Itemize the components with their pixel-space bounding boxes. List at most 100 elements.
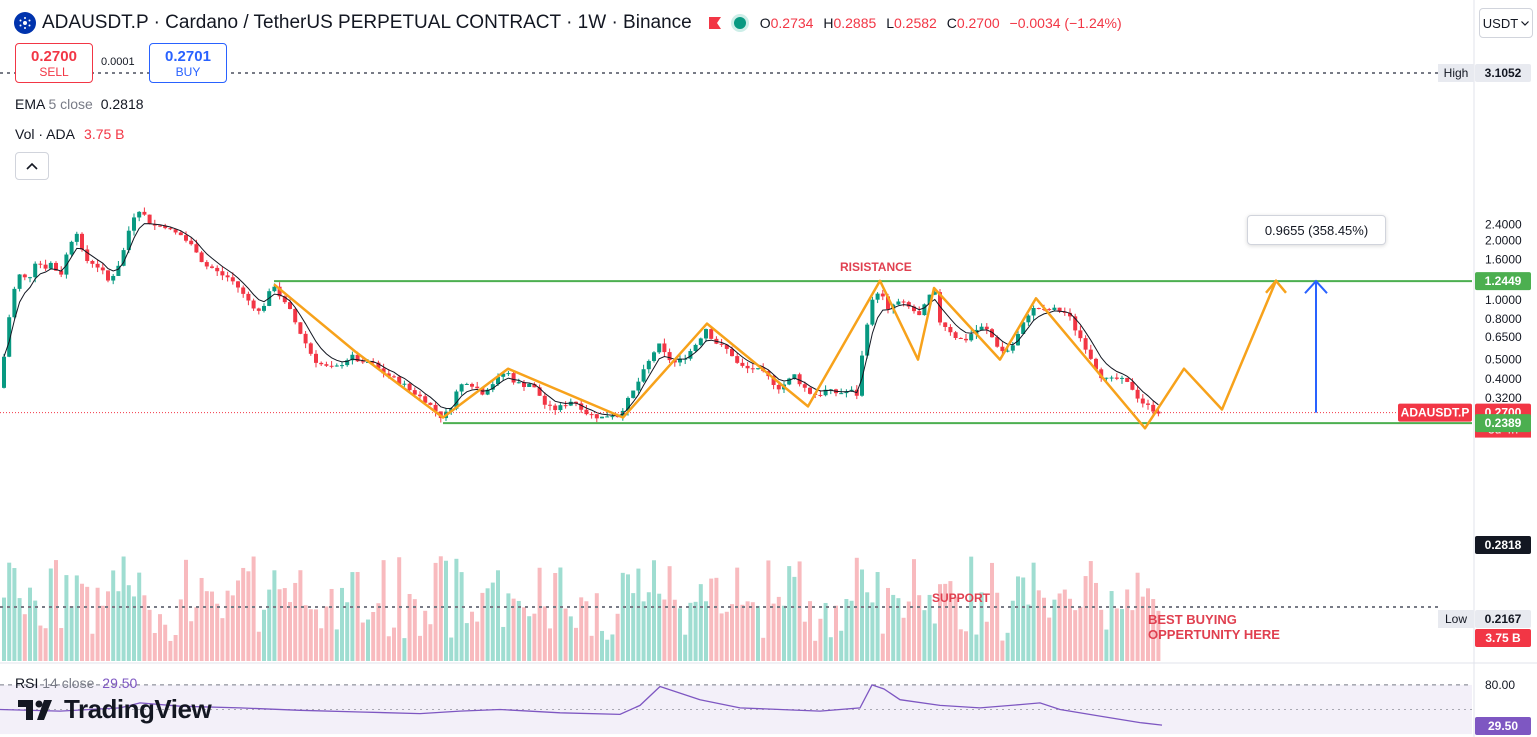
volume-bar [990, 562, 994, 661]
collapse-legend-button[interactable] [15, 152, 49, 180]
candle-body [979, 326, 984, 330]
candle-body [225, 275, 230, 278]
volume-bar [184, 559, 188, 661]
chart-header: ADAUSDT.P · Cardano / TetherUS PERPETUAL… [14, 11, 1128, 35]
candle-body [402, 383, 407, 385]
volume-bar [267, 589, 272, 661]
volume-bar [163, 624, 168, 661]
candle-body [158, 225, 162, 227]
symbol-price-tag-bg [1398, 403, 1472, 422]
buy-button[interactable]: 0.2701 BUY [149, 43, 227, 83]
candle-body [1047, 309, 1052, 311]
candle-body [938, 292, 942, 323]
rsi-params: 14 close [42, 675, 95, 691]
candle-body [319, 362, 324, 365]
rsi-legend[interactable]: RSI 14 close 29.50 [15, 675, 137, 691]
zigzag-projection[interactable] [273, 279, 1278, 430]
volume-bar [38, 625, 43, 661]
tradingview-logo[interactable]: TradingView [18, 694, 212, 725]
volume-bar [293, 582, 298, 661]
volume-bar [667, 566, 672, 661]
volume-bar [693, 601, 698, 661]
candle-body [28, 277, 32, 279]
candle-body [984, 326, 989, 330]
volume-bar [979, 592, 984, 661]
volume-bar [1016, 576, 1020, 661]
measure-arrow[interactable] [1304, 279, 1328, 413]
candle-body [470, 383, 474, 387]
currency-selector[interactable]: USDT [1479, 8, 1533, 38]
volume-bar [584, 601, 589, 661]
volume-bar [516, 600, 521, 661]
volume-bar [1000, 640, 1005, 661]
volume-bar [215, 603, 220, 661]
candle-body [433, 404, 438, 412]
candle-body [392, 376, 396, 378]
volume-bar [828, 637, 833, 661]
ema-legend[interactable]: EMA 5 close 0.2818 [15, 96, 144, 112]
candle-body [1078, 330, 1083, 339]
volume-bar [1146, 588, 1150, 661]
candle-body [137, 211, 142, 218]
volume-bar [418, 635, 422, 661]
sell-button[interactable]: 0.2700 SELL [15, 43, 93, 83]
candle-body [1068, 312, 1072, 317]
candle-body [730, 348, 734, 357]
volume-bar [1109, 591, 1114, 661]
candle-body [776, 384, 781, 390]
candle-body [251, 300, 256, 309]
volume-bar [683, 634, 688, 661]
candle-body [423, 396, 428, 403]
volume-bar [974, 634, 979, 661]
volume-bar [698, 584, 703, 661]
candle-body [126, 230, 131, 251]
cardano-logo-icon [14, 12, 36, 34]
volume-bar [392, 627, 396, 661]
price-axis[interactable]: 2.40002.00001.60001.20001.00000.80000.65… [1398, 0, 1531, 737]
candle-body [376, 362, 381, 369]
measure-label[interactable]: 0.9655 (358.45%) [1247, 215, 1386, 245]
volume-bar [589, 635, 594, 661]
rsi-name: RSI [15, 675, 39, 691]
volume-bar [750, 602, 755, 661]
volume-bar [173, 635, 178, 661]
volume-bar [262, 609, 266, 661]
candle-body [901, 301, 906, 303]
candle-body [1083, 338, 1088, 350]
candle-body [371, 361, 376, 363]
candle-body [350, 354, 355, 361]
symbol-title[interactable]: ADAUSDT.P · Cardano / TetherUS PERPETUAL… [42, 12, 692, 33]
candle-body [771, 376, 776, 385]
rsi-line [0, 684, 1163, 726]
candle-body [615, 416, 620, 418]
candle-body [896, 301, 901, 305]
volume-bar [423, 610, 428, 661]
volume-bar [870, 602, 875, 661]
volume-bar [527, 616, 532, 661]
volume-bar [324, 606, 329, 661]
candle-body [1000, 346, 1005, 352]
candle-body [490, 384, 495, 390]
volume-bar [766, 560, 771, 661]
volume-legend[interactable]: Vol · ADA 3.75 B [15, 126, 125, 142]
volume-bar [506, 593, 511, 661]
candle-body [808, 387, 812, 394]
volume-bar [282, 588, 287, 661]
flag-icon[interactable] [708, 16, 722, 30]
candle-body [688, 351, 693, 359]
candle-body [516, 382, 521, 384]
price-tick-label: 2.4000 [1485, 218, 1522, 232]
volume-bar [277, 589, 282, 661]
resistance-price-tag-text: 1.2449 [1485, 274, 1522, 288]
low-label: Low [1445, 612, 1467, 626]
candle-body [314, 353, 318, 363]
volume-bar [43, 628, 48, 661]
volume-bar [792, 576, 797, 661]
volume-bars [2, 556, 1161, 661]
volume-bar [241, 567, 246, 661]
candle-body [230, 277, 235, 282]
volume-bar [995, 592, 1000, 661]
volume-bar [345, 602, 350, 661]
volume-bar [126, 585, 131, 661]
